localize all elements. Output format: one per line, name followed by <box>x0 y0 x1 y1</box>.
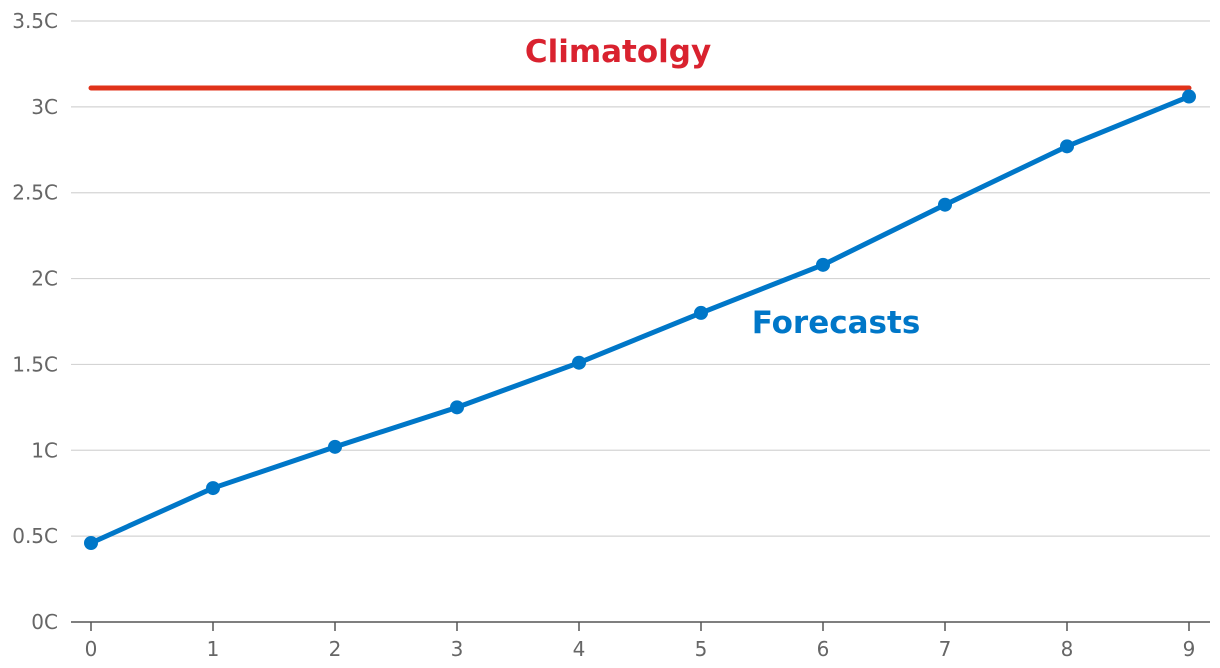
forecasts-point <box>938 197 952 212</box>
forecasts-point <box>694 305 708 320</box>
y-tick-label: 3C <box>31 95 58 119</box>
y-tick-label: 2C <box>31 267 58 291</box>
forecasts-point <box>206 481 220 496</box>
x-tick-label: 7 <box>939 637 952 661</box>
x-tick-label: 6 <box>817 637 830 661</box>
x-tick-label: 0 <box>85 637 98 661</box>
x-tick-label: 9 <box>1183 637 1196 661</box>
forecasts-point <box>84 536 98 551</box>
x-tick-label: 2 <box>329 637 342 661</box>
forecasts-point <box>328 439 342 454</box>
forecasts-line <box>88 94 1192 546</box>
y-tick-label: 0.5C <box>12 524 58 548</box>
y-tick-label: 0C <box>31 610 58 634</box>
x-axis-ticks: 0 1 2 3 4 5 6 7 8 9 <box>85 622 1196 661</box>
forecasts-point <box>450 400 464 415</box>
x-tick-label: 5 <box>695 637 708 661</box>
forecasts-point <box>1060 139 1074 154</box>
x-tick-label: 4 <box>573 637 586 661</box>
forecasts-point <box>816 257 830 272</box>
forecasts-series-label: Forecasts <box>752 305 921 341</box>
x-tick-label: 1 <box>207 637 220 661</box>
forecasts-point <box>572 355 586 370</box>
x-tick-label: 8 <box>1061 637 1074 661</box>
forecasts-point <box>1182 89 1196 104</box>
series-layer <box>84 85 1196 551</box>
climatology-series-label: Climatolgy <box>525 34 711 70</box>
y-tick-label: 1C <box>31 438 58 462</box>
y-tick-label: 1.5C <box>12 352 58 376</box>
y-axis-ticks: 0C 0.5C 1C 1.5C 2C 2.5C 3C 3.5C <box>12 9 58 634</box>
y-tick-label: 2.5C <box>12 181 58 205</box>
grid <box>71 20 1210 623</box>
x-tick-label: 3 <box>451 637 464 661</box>
y-tick-label: 3.5C <box>12 9 58 33</box>
